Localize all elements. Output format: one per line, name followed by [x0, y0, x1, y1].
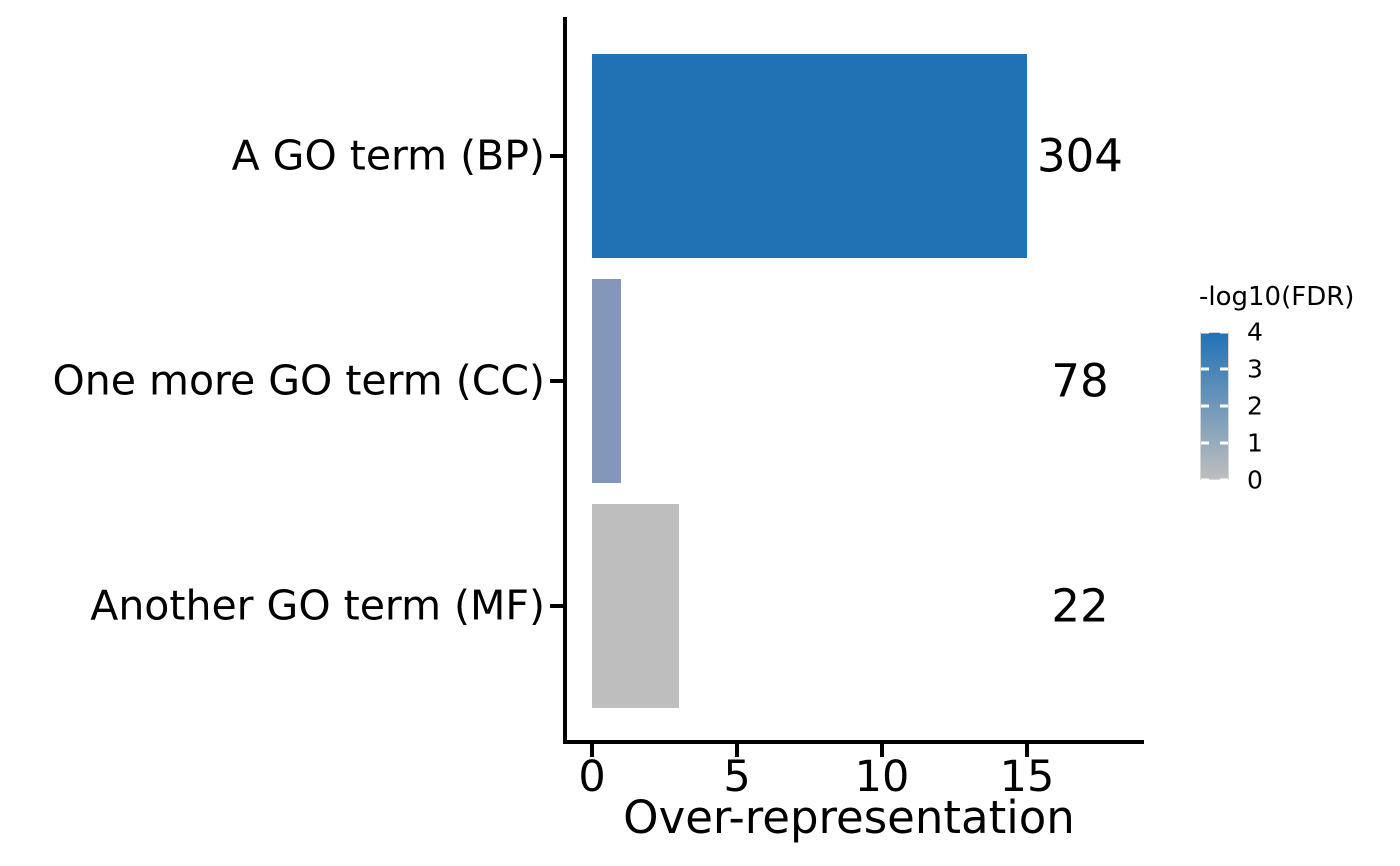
legend-tick-label: 3 — [1247, 354, 1263, 384]
x-axis-tick — [735, 744, 739, 757]
x-tick-label: 15 — [999, 752, 1055, 802]
y-axis-tick — [550, 154, 563, 158]
colorbar-tick-left — [1201, 404, 1209, 408]
y-axis-tick — [550, 604, 563, 608]
colorbar-tick-right — [1220, 330, 1228, 334]
x-axis-title: Over-representation — [623, 791, 1075, 844]
y-axis-tick — [550, 379, 563, 383]
x-axis-tick — [1025, 744, 1029, 757]
x-axis-tick — [880, 744, 884, 757]
x-axis-line — [563, 740, 1144, 744]
colorbar-tick-right — [1220, 441, 1228, 445]
bar — [592, 279, 621, 483]
x-tick-label: 5 — [723, 752, 751, 802]
colorbar-tick-right — [1220, 404, 1228, 408]
x-tick-label: 10 — [854, 752, 910, 802]
value-label: 304 — [1037, 129, 1123, 183]
legend-tick-label: 4 — [1247, 317, 1263, 347]
legend-tick-label: 0 — [1247, 465, 1263, 495]
colorbar-tick-left — [1201, 367, 1209, 371]
bar — [592, 54, 1027, 258]
colorbar-tick-left — [1201, 478, 1209, 482]
category-label: Another GO term (MF) — [90, 581, 545, 630]
value-label: 78 — [1051, 354, 1109, 408]
colorbar-tick-right — [1220, 367, 1228, 371]
y-axis-line — [563, 17, 567, 744]
legend-title: -log10(FDR) — [1199, 282, 1355, 312]
category-label: One more GO term (CC) — [52, 356, 545, 405]
bar — [592, 504, 679, 708]
colorbar-tick-left — [1201, 441, 1209, 445]
x-axis-tick — [590, 744, 594, 757]
legend-tick-label: 1 — [1247, 428, 1263, 458]
colorbar-tick-left — [1201, 330, 1209, 334]
colorbar-tick-right — [1220, 478, 1228, 482]
legend-tick-label: 2 — [1247, 391, 1263, 421]
value-label: 22 — [1051, 579, 1109, 633]
x-tick-label: 0 — [578, 752, 606, 802]
category-label: A GO term (BP) — [231, 131, 545, 180]
